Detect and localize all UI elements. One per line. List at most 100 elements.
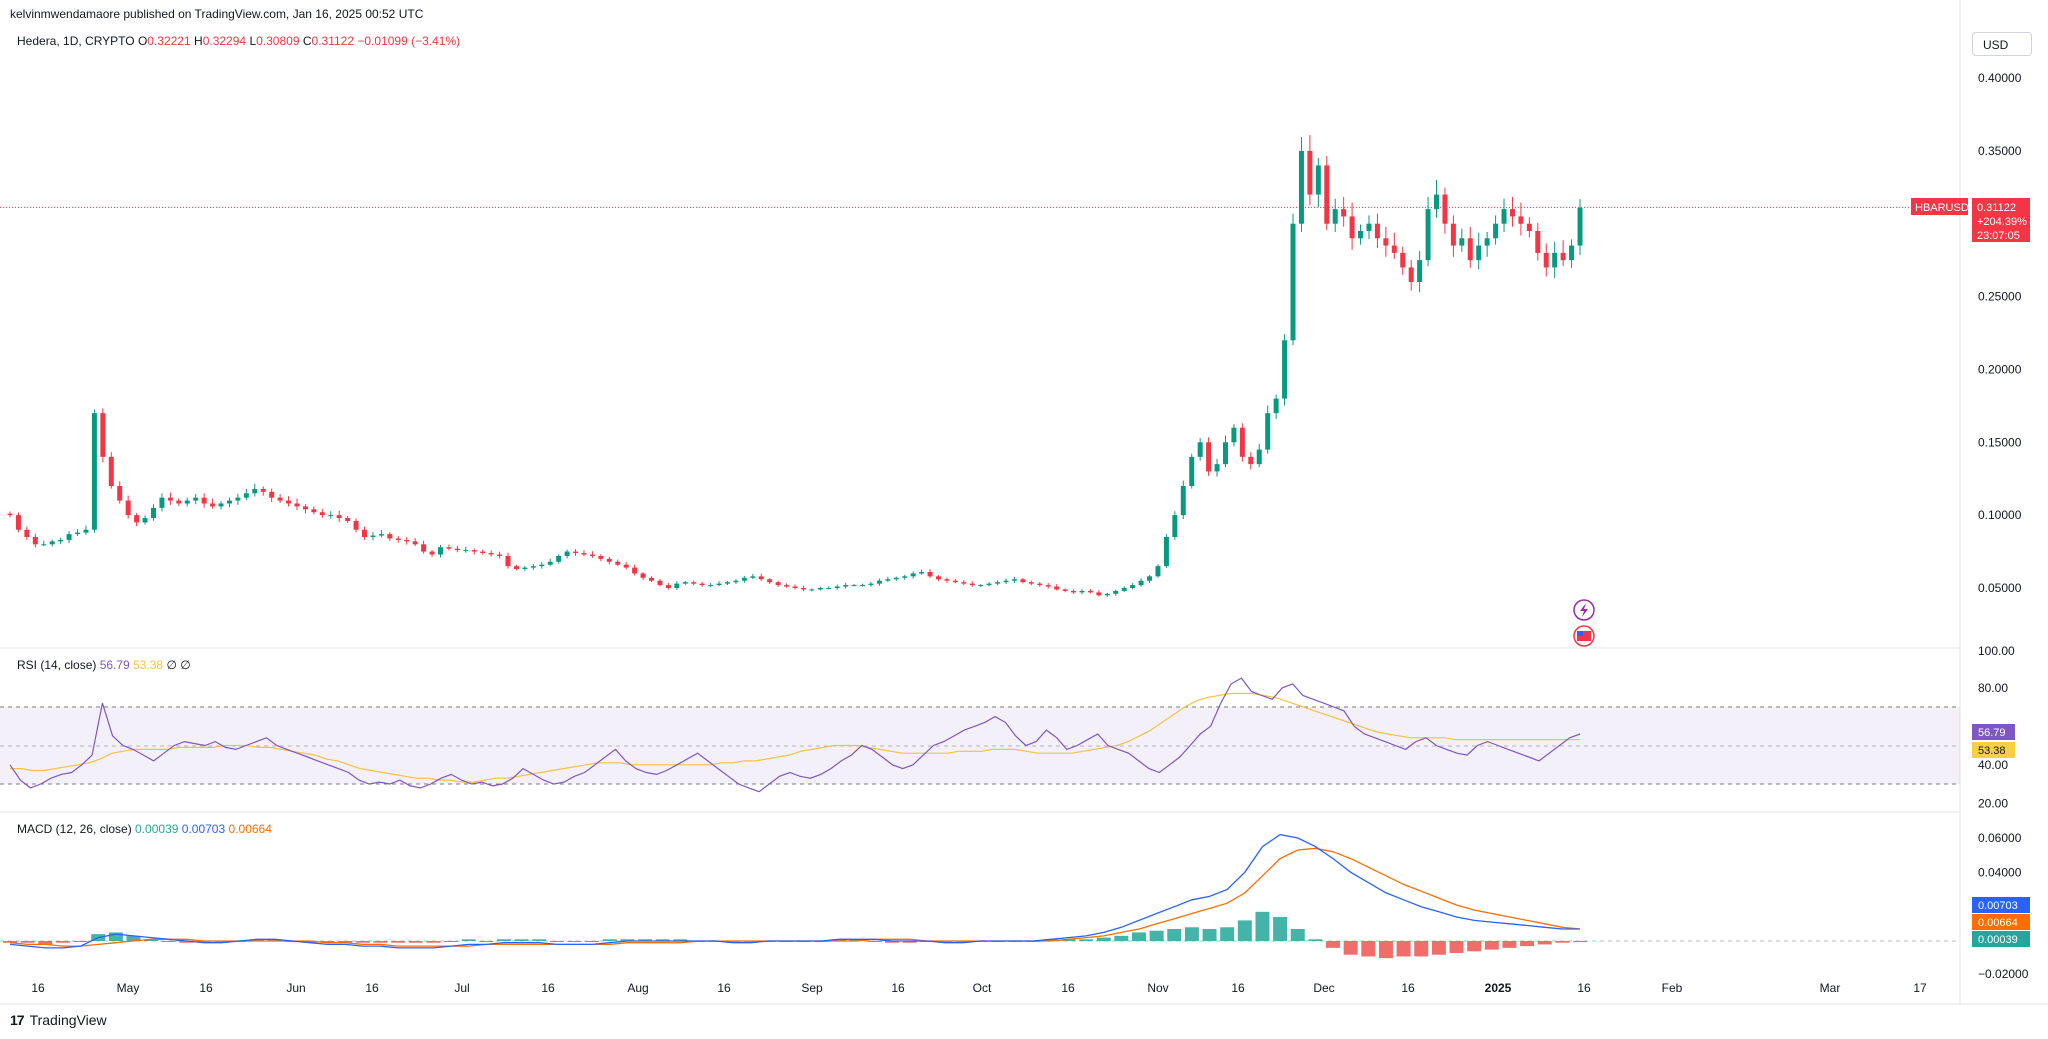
time-axis[interactable]: 16 May 16 Jun 16 Jul 16 Aug 16 Sep 16 Oct 16 Nov 16 Dec… [31,981,1927,995]
macd-hist-bar [1149,930,1164,941]
candle-body [598,555,604,559]
rsi-extra-2: ∅ [180,658,191,672]
candle-body [1459,238,1465,246]
candle-body [530,566,536,568]
macd-hist-bar [849,939,864,941]
candle-body [589,554,595,556]
candle-body [1003,580,1009,583]
candle-body [657,580,663,586]
candle-body [1391,245,1397,253]
price-badge-countdown: 23:07:05 [1977,230,2020,242]
candle-body [876,580,882,584]
time-tick-label: Nov [1147,981,1168,995]
macd-hist-bar [38,941,53,945]
candle-body [800,588,806,590]
candle-body [378,534,384,536]
rsi-pane[interactable]: 100.00 80.00 40.00 20.00 56.79 53.38 [0,644,2015,810]
candle-body [1079,590,1085,593]
candle-body [286,500,292,504]
macd-signal-line [9,847,1581,947]
candle-body [75,532,81,535]
candle-body [1569,245,1575,261]
currency-button[interactable]: USD [1972,32,2032,56]
macd-legend[interactable]: MACD (12, 26, close) 0.00039 0.00703 0.0… [17,822,272,836]
time-tick-label: 16 [365,981,379,995]
candle-body [860,585,866,587]
macd-signal-value: 0.00664 [228,822,272,836]
price-axis[interactable]: 0.400000.350000.300000.250000.200000.150… [1978,71,2022,595]
candle-body [691,582,697,584]
candle-body [1087,590,1093,593]
candle-body [775,582,781,586]
candle-body [421,544,427,552]
macd-hist-bar [1326,941,1341,948]
rsi-extra-1: ∅ [166,658,177,672]
time-tick-label: 16 [1231,981,1245,995]
macd-hist-bar [1131,932,1146,941]
rsi-badge-bg [1972,724,2015,740]
time-tick-label: 16 [717,981,731,995]
candle-body [986,583,992,586]
macd-hist-bar [743,941,758,943]
price-badge: HBARUSD 0.31122 +204.39% 23:07:05 [1911,198,2030,242]
candle-body [412,541,418,545]
candle-body [1071,590,1077,593]
candle-body [218,503,224,507]
lightning-glyph-icon [1580,603,1588,617]
candle-body [7,513,13,516]
candle-body [1577,207,1583,246]
time-tick-label: Feb [1662,981,1683,995]
time-tick-label: May [117,981,140,995]
candle-body [302,506,308,510]
footer-brand: TradingView [29,1012,107,1028]
candle-body [319,512,325,516]
candle-body [1501,209,1507,224]
candle-body [159,497,165,508]
candle-body [792,586,798,588]
candle-body [1332,209,1338,224]
candle-body [463,550,469,552]
candle-body [699,583,705,586]
macd-hist-bar [1220,927,1235,941]
macd-hist-bar [867,941,882,942]
time-tick-label: 16 [1577,981,1591,995]
candle-body [1020,579,1026,583]
candle-body [1349,216,1355,239]
rsi-legend[interactable]: RSI (14, close) 56.79 53.38 ∅ ∅ [17,658,191,672]
candle-body [471,550,477,552]
candle-body [311,509,317,513]
candle-body [1206,442,1212,472]
low-value: 0.30809 [256,34,300,48]
event-icons[interactable] [1573,599,1595,647]
time-tick-label: Aug [627,981,648,995]
macd-hist-bar [1573,941,1587,942]
candle-body [49,541,55,545]
close-label: C [302,34,312,48]
macd-hist-bar [267,939,282,941]
candle-body [1450,223,1456,246]
us-flag-glyph-icon [1577,631,1591,641]
macd-hist-bar [144,939,159,941]
macd-hist-bar [1237,920,1252,941]
candle-body [944,579,950,581]
macd-hist-bar [832,939,847,941]
candle-body [1408,267,1414,282]
candle-body [1290,223,1296,341]
symbol-name[interactable]: Hedera, 1D, CRYPTO [17,34,135,48]
macd-hist-bar [3,941,17,943]
macd-hist-bar [1096,937,1111,941]
candle-body [328,515,334,517]
macd-hist-bar [726,941,741,943]
macd-hist-bar [1167,928,1182,941]
candle-body [32,537,38,545]
price-tick-label: 0.40000 [1978,71,2022,85]
macd-hist-bar [1114,935,1129,941]
price-badge-bg [1972,198,2030,242]
macd-hist-bar [567,941,582,942]
candle-body [547,561,553,565]
candle-body [665,585,671,588]
candle-body [100,413,106,457]
candle-body [733,580,739,583]
